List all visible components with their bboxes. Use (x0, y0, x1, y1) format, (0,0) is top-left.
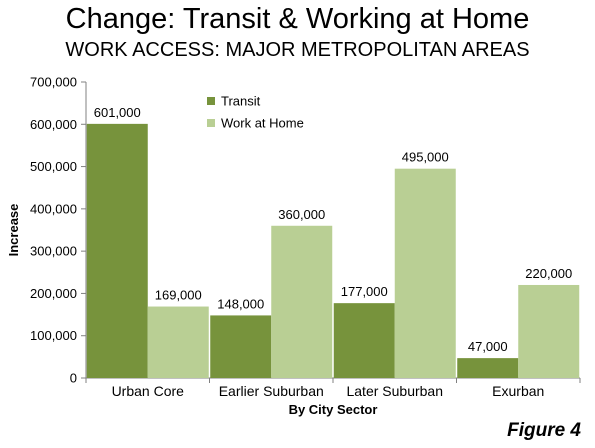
x-tick-label: Exurban (492, 383, 544, 399)
bar-transit (86, 123, 148, 378)
y-axis-title: Increase (6, 204, 21, 257)
y-tick-label: 500,000 (30, 159, 77, 174)
chart-subtitle: WORK ACCESS: MAJOR METROPOLITAN AREAS (65, 39, 530, 61)
data-label: 177,000 (341, 284, 388, 299)
bar-transit (333, 303, 395, 378)
legend-label: Work at Home (221, 116, 304, 131)
bar-work-at-home (518, 284, 580, 378)
data-label: 220,000 (525, 266, 572, 281)
x-tick-label: Later Suburban (346, 383, 443, 399)
legend-swatch (207, 119, 215, 127)
bar-work-at-home (394, 168, 456, 378)
legend-label: Transit (221, 94, 261, 109)
bar-transit (457, 358, 519, 378)
y-tick-label: 700,000 (30, 75, 77, 90)
y-tick-label: 600,000 (30, 117, 77, 132)
bar-work-at-home (147, 306, 209, 378)
y-tick-label: 400,000 (30, 201, 77, 216)
y-tick-label: 300,000 (30, 244, 77, 259)
x-tick-label: Earlier Suburban (219, 383, 324, 399)
figure-label: Figure 4 (507, 420, 581, 441)
y-tick-label: 0 (70, 371, 77, 386)
data-label: 601,000 (94, 105, 141, 120)
x-tick-label: Urban Core (112, 383, 185, 399)
y-tick-label: 200,000 (30, 286, 77, 301)
bar-work-at-home (271, 225, 333, 378)
data-label: 360,000 (278, 207, 325, 222)
data-label: 495,000 (402, 150, 449, 165)
chart-title: Change: Transit & Working at Home (65, 3, 530, 35)
data-label: 47,000 (468, 339, 508, 354)
x-axis-title: By City Sector (289, 402, 378, 417)
legend-swatch (207, 97, 215, 105)
bar-transit (210, 315, 272, 378)
data-label: 148,000 (217, 296, 264, 311)
data-label: 169,000 (155, 288, 202, 303)
y-tick-label: 100,000 (30, 328, 77, 343)
